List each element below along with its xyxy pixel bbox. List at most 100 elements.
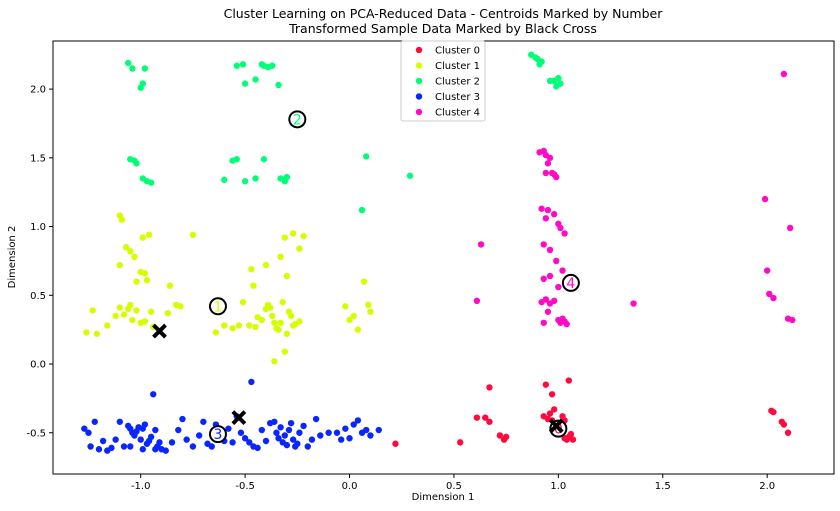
data-point bbox=[141, 65, 149, 72]
data-point bbox=[87, 443, 94, 450]
legend-label: Cluster 1 bbox=[435, 61, 480, 72]
data-point bbox=[346, 316, 353, 324]
data-point bbox=[473, 414, 481, 421]
data-point bbox=[365, 301, 372, 309]
data-point bbox=[542, 169, 550, 177]
data-point bbox=[233, 62, 240, 69]
x-tick-label: -1.0 bbox=[131, 481, 151, 492]
data-point bbox=[496, 432, 504, 439]
y-tick-label: 2.0 bbox=[30, 85, 46, 96]
y-axis-ticks: -0.5 0.0 0.5 1.0 1.5 2.0 bbox=[26, 85, 53, 439]
data-point bbox=[763, 267, 771, 274]
data-point bbox=[241, 178, 249, 185]
data-point bbox=[350, 312, 357, 320]
legend-entry: Cluster 4 bbox=[415, 108, 480, 119]
x-tick-label: 0.5 bbox=[446, 481, 462, 492]
data-point bbox=[179, 415, 186, 423]
data-point bbox=[246, 322, 253, 329]
data-point bbox=[550, 406, 558, 413]
data-point bbox=[770, 408, 777, 416]
data-point bbox=[235, 322, 243, 329]
data-point bbox=[145, 231, 153, 239]
data-point bbox=[540, 319, 547, 326]
data-point bbox=[550, 211, 558, 218]
data-point bbox=[254, 444, 261, 452]
data-point bbox=[200, 418, 207, 425]
legend-entry: Cluster 0 bbox=[415, 46, 480, 57]
data-point bbox=[540, 275, 547, 283]
data-point bbox=[189, 443, 197, 450]
data-point bbox=[112, 312, 119, 320]
data-point bbox=[118, 216, 126, 223]
data-point bbox=[131, 253, 138, 261]
data-point bbox=[289, 230, 297, 237]
data-point bbox=[116, 418, 124, 425]
data-point bbox=[567, 430, 575, 438]
data-point bbox=[285, 426, 293, 434]
x-tick-label: -0.5 bbox=[235, 481, 255, 492]
centroid-label: 1 bbox=[214, 299, 223, 315]
data-point bbox=[133, 278, 140, 285]
data-point bbox=[112, 436, 119, 443]
data-point bbox=[129, 65, 136, 72]
y-tick-label: 1.0 bbox=[30, 222, 46, 233]
x-tick-label: 0.0 bbox=[342, 481, 358, 492]
data-point bbox=[258, 316, 266, 324]
centroid-ring bbox=[561, 273, 580, 292]
data-point bbox=[550, 297, 558, 304]
data-point bbox=[81, 425, 88, 432]
data-point bbox=[127, 248, 134, 255]
data-point bbox=[120, 443, 128, 450]
data-point bbox=[279, 298, 286, 306]
data-point bbox=[252, 175, 259, 182]
data-point bbox=[248, 378, 255, 386]
data-point bbox=[229, 325, 236, 332]
data-point bbox=[141, 318, 149, 325]
data-point bbox=[296, 318, 303, 325]
data-point bbox=[780, 421, 788, 428]
legend-marker bbox=[415, 62, 423, 69]
data-point bbox=[486, 418, 493, 425]
data-point bbox=[766, 290, 773, 298]
centroid-2: 2 bbox=[288, 110, 307, 129]
data-point bbox=[333, 429, 341, 436]
data-point bbox=[141, 421, 149, 428]
cross-stroke bbox=[152, 323, 167, 339]
data-point bbox=[542, 296, 550, 303]
data-point bbox=[152, 446, 159, 453]
data-point bbox=[122, 243, 130, 251]
data-point bbox=[770, 294, 777, 302]
data-point bbox=[548, 391, 556, 398]
data-point bbox=[363, 426, 370, 434]
data-point bbox=[229, 439, 236, 446]
data-point bbox=[281, 348, 288, 355]
data-point bbox=[308, 436, 316, 443]
series-2 bbox=[124, 51, 564, 214]
data-point bbox=[266, 304, 274, 311]
data-point bbox=[486, 384, 493, 391]
data-point bbox=[363, 153, 370, 160]
centroid-ring bbox=[288, 110, 307, 129]
data-point bbox=[342, 303, 349, 310]
data-point bbox=[277, 424, 284, 431]
data-point bbox=[225, 425, 232, 432]
data-point bbox=[317, 432, 324, 439]
data-point bbox=[300, 232, 307, 240]
data-point bbox=[93, 330, 101, 337]
data-point bbox=[208, 443, 215, 450]
centroid-1: 1 bbox=[208, 297, 227, 316]
data-point bbox=[546, 410, 554, 417]
y-tick-label: 0.5 bbox=[30, 291, 46, 302]
data-point bbox=[289, 436, 297, 443]
data-point bbox=[569, 436, 577, 443]
data-point bbox=[156, 439, 163, 446]
centroid-ring bbox=[208, 425, 227, 444]
data-point bbox=[784, 429, 792, 436]
data-point bbox=[168, 439, 176, 446]
data-point bbox=[120, 311, 128, 318]
centroid-label: 4 bbox=[566, 276, 575, 292]
data-point bbox=[189, 231, 197, 239]
data-point bbox=[137, 436, 144, 443]
series-4 bbox=[473, 70, 796, 328]
